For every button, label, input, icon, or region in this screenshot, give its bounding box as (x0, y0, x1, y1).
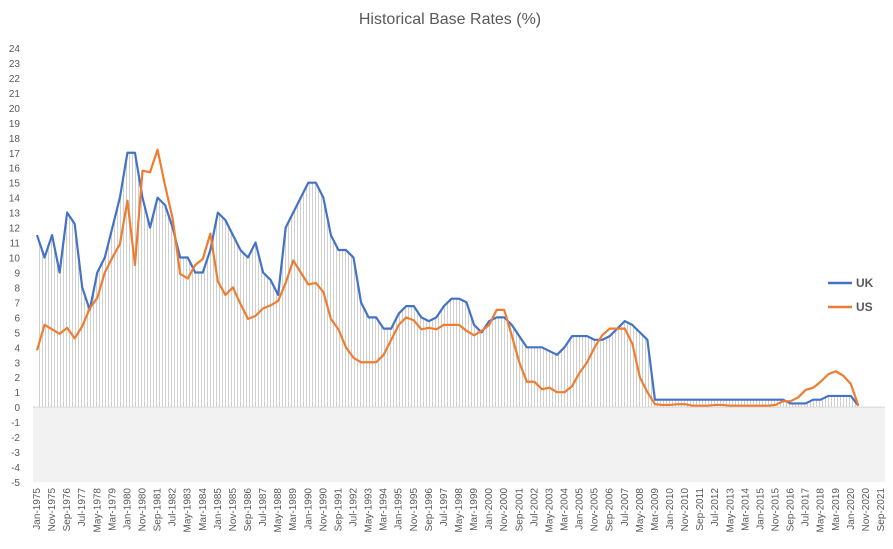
y-tick-label: 17 (9, 149, 21, 160)
y-tick-label: 2 (14, 373, 20, 384)
x-tick-label: Jul-2017 (801, 488, 812, 527)
y-tick-label: 4 (14, 343, 20, 354)
area-fill (37, 152, 859, 408)
x-tick-label: Mar-1994 (379, 488, 390, 531)
y-tick-label: 13 (9, 209, 21, 220)
negative-region (33, 407, 885, 482)
chart-title: Historical Base Rates (%) (359, 11, 541, 28)
x-tick-label: Mar-1979 (107, 488, 118, 531)
x-tick-label: Nov-1985 (228, 488, 239, 532)
x-tick-label: Mar-2004 (560, 488, 571, 531)
x-tick-label: Sep-2006 (605, 488, 616, 532)
x-tick-label: Mar-2014 (740, 488, 751, 531)
x-tick-label: Jul-1997 (439, 488, 450, 527)
x-tick-label: Jul-2012 (710, 488, 721, 527)
series-line (35, 148, 860, 407)
y-tick-label: 18 (9, 134, 21, 145)
y-tick-label: 9 (14, 268, 20, 279)
x-tick-label: Sep-2011 (695, 488, 706, 531)
x-tick-label: May-2018 (816, 488, 827, 533)
x-tick-label: Nov-1995 (409, 488, 420, 532)
y-tick-label: 20 (9, 104, 21, 115)
x-tick-label: Sep-1976 (62, 488, 73, 532)
x-tick-label: May-1978 (92, 488, 103, 533)
x-tick-label: Sep-2021 (876, 488, 887, 532)
x-tick-label: Jan-1990 (303, 488, 314, 530)
x-tick-label: Sep-2016 (786, 488, 797, 532)
x-tick-label: Sep-1991 (333, 488, 344, 532)
y-tick-label: 22 (9, 74, 21, 85)
x-tick-label: Jan-2020 (846, 488, 857, 530)
x-tick-label: May-1988 (273, 488, 284, 533)
y-tick-label: 11 (10, 239, 21, 250)
x-tick-label: Jan-1975 (32, 488, 43, 530)
x-tick-label: Jan-1985 (213, 488, 224, 530)
x-tick-label: May-2013 (725, 488, 736, 533)
x-tick-label: Jan-2010 (665, 488, 676, 530)
x-tick-label: May-1998 (454, 488, 465, 533)
y-tick-label: 3 (14, 358, 20, 369)
x-tick-label: Sep-2001 (514, 488, 525, 532)
y-tick-label: -2 (11, 433, 20, 444)
x-tick-label: May-1983 (183, 488, 194, 533)
x-tick-label: Sep-1981 (153, 488, 164, 532)
legend-label: US (856, 300, 873, 314)
x-tick-label: Jan-1995 (394, 488, 405, 530)
x-tick-label: Jul-1982 (168, 488, 179, 527)
x-tick-label: Jul-2002 (529, 488, 540, 527)
y-tick-label: -3 (11, 448, 20, 459)
x-tick-label: May-1993 (364, 488, 375, 533)
x-tick-label: Jul-2007 (620, 488, 631, 527)
legend-label: UK (856, 276, 874, 290)
y-tick-label: 8 (14, 283, 20, 294)
x-tick-label: Jan-2000 (484, 488, 495, 530)
y-tick-label: 6 (14, 313, 20, 324)
y-tick-label: -1 (11, 418, 20, 429)
y-tick-label: 12 (9, 224, 21, 235)
x-tick-label: Jul-1987 (258, 488, 269, 527)
x-tick-label: Jan-1980 (122, 488, 133, 530)
x-tick-label: Jul-1992 (349, 488, 360, 527)
x-tick-label: Nov-2005 (590, 488, 601, 532)
x-tick-label: May-2008 (635, 488, 646, 533)
x-tick-label: Sep-1986 (243, 488, 254, 532)
y-tick-label: 0 (14, 403, 20, 414)
y-tick-label: 10 (9, 254, 21, 265)
y-tick-label: 19 (9, 119, 21, 130)
x-tick-label: Mar-1989 (288, 488, 299, 531)
y-tick-label: 14 (9, 194, 21, 205)
x-tick-label: Jan-2015 (755, 488, 766, 530)
y-tick-label: 21 (9, 89, 21, 100)
y-tick-label: -4 (11, 463, 20, 474)
x-tick-label: Mar-2009 (650, 488, 661, 531)
x-tick-label: Nov-2000 (499, 488, 510, 532)
x-tick-label: Jul-1977 (77, 488, 88, 527)
x-tick-label: Nov-2010 (680, 488, 691, 532)
y-tick-label: 1 (14, 388, 20, 399)
y-tick-label: 16 (9, 164, 21, 175)
x-tick-label: Mar-1984 (198, 488, 209, 531)
y-tick-label: -5 (11, 478, 20, 489)
y-tick-label: 23 (9, 59, 21, 70)
x-tick-label: Nov-2020 (861, 488, 872, 532)
x-tick-label: Mar-2019 (831, 488, 842, 531)
x-tick-label: Sep-1996 (424, 488, 435, 532)
y-tick-label: 7 (14, 298, 20, 309)
x-tick-label: Nov-2015 (771, 488, 782, 532)
x-tick-label: Jan-2005 (575, 488, 586, 530)
x-tick-label: May-2003 (544, 488, 555, 533)
x-tick-label: Nov-1990 (318, 488, 329, 532)
x-tick-label: Nov-1975 (47, 488, 58, 532)
x-tick-label: Mar-1999 (469, 488, 480, 531)
y-tick-label: 24 (9, 44, 21, 55)
y-tick-label: 5 (14, 328, 20, 339)
x-tick-label: Nov-1980 (138, 488, 149, 532)
y-tick-label: 15 (9, 179, 21, 190)
